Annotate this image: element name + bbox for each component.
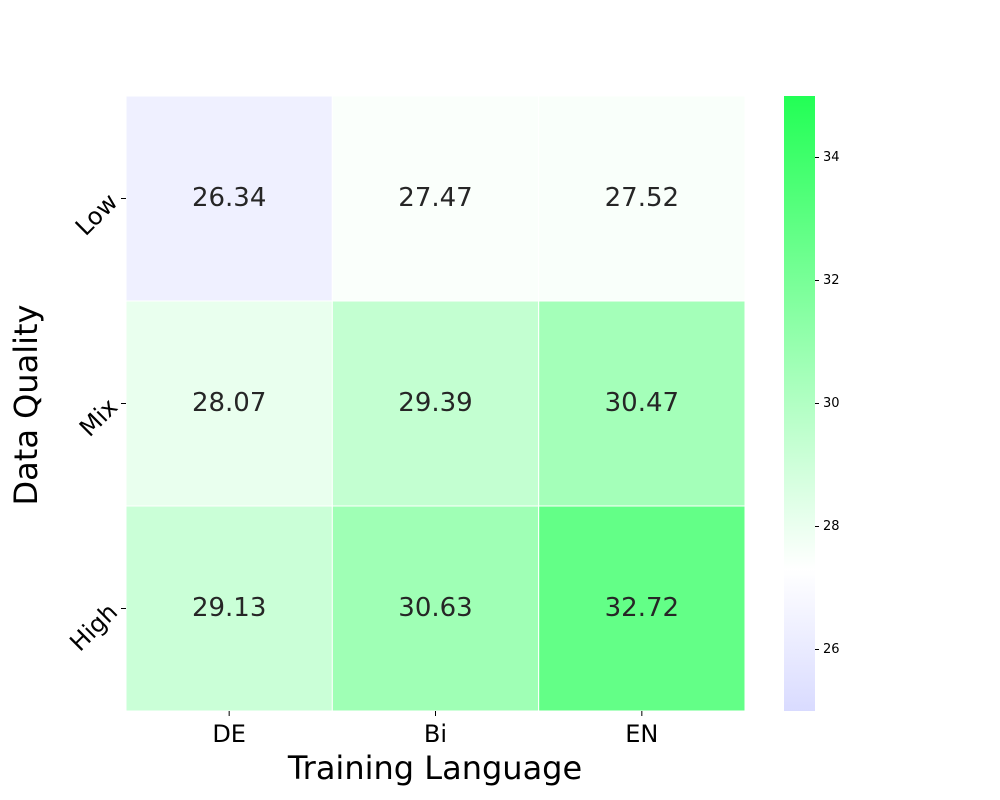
y-tick-label: High [64,598,123,657]
colorbar-tick-label: 28 [823,519,840,534]
x-tick-label: EN [625,720,658,748]
colorbar-tick-label: 32 [823,273,840,288]
cell-label: 27.47 [398,183,472,213]
cell-label: 32.72 [605,593,679,623]
cell-label: 30.63 [398,593,472,623]
y-tick-label: Low [70,188,123,241]
cell [331,300,540,507]
colorbar-tick-label: 30 [823,396,840,411]
y-tick-label: Mix [74,393,123,442]
cell-label: 29.13 [192,593,266,623]
cell [538,95,746,302]
cell-label: 29.39 [398,388,472,418]
cell-label: 30.47 [605,388,679,418]
x-tick-label: DE [212,720,246,748]
cell-label: 26.34 [192,183,266,213]
x-tick-label: Bi [424,720,447,748]
cell [331,95,540,302]
colorbar-tick-label: 26 [823,642,840,657]
cell-label: 28.07 [192,388,266,418]
x-axis-title: Training Language [287,749,582,787]
cell [538,300,746,507]
colorbar [784,96,815,711]
colorbar-tick-label: 34 [823,150,840,165]
cell [125,505,333,712]
cell [331,505,540,712]
cell [125,300,333,507]
cell [125,95,333,302]
cell-label: 27.52 [605,183,679,213]
y-axis-title: Data Quality [7,305,45,506]
